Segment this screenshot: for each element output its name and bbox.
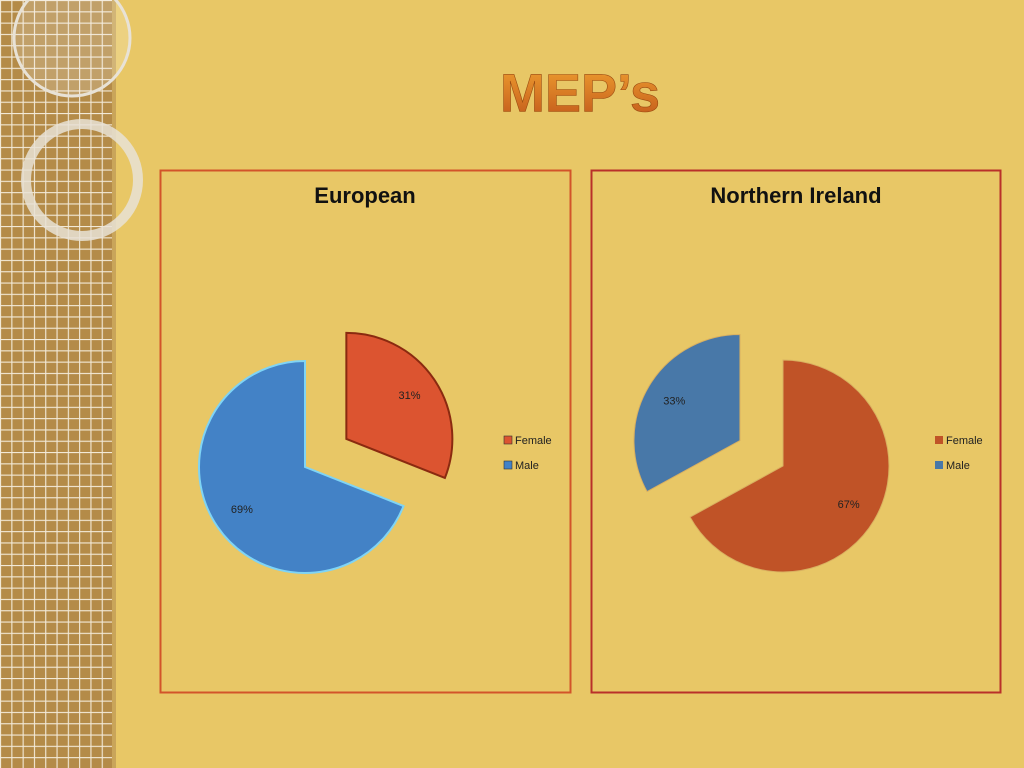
legend-label: Female [946, 435, 983, 447]
data-label: 31% [398, 390, 420, 402]
pie-slice [633, 334, 741, 493]
pie-slice [198, 359, 405, 574]
data-label: 67% [838, 499, 860, 511]
legend-label: Male [946, 460, 970, 472]
legend-swatch [935, 461, 943, 469]
legend-label: Female [515, 435, 552, 447]
data-label: 33% [663, 396, 685, 408]
chart-frame [159, 169, 572, 694]
decor-circle [12, 0, 132, 98]
legend-swatch [935, 436, 943, 444]
pie-slice [689, 359, 890, 573]
chart-title: Northern Ireland [710, 183, 881, 208]
chart-title: European [314, 183, 415, 208]
legend-label: Male [515, 460, 539, 472]
pie-slice [345, 331, 454, 480]
decor-edge [112, 0, 116, 768]
decor-strip [0, 0, 113, 768]
decor-ring [21, 119, 143, 241]
data-label: 69% [231, 504, 253, 516]
slide-title: MEP’s [500, 63, 660, 123]
legend-swatch [503, 435, 513, 445]
chart-frame [590, 169, 1002, 694]
legend-swatch [503, 460, 513, 470]
